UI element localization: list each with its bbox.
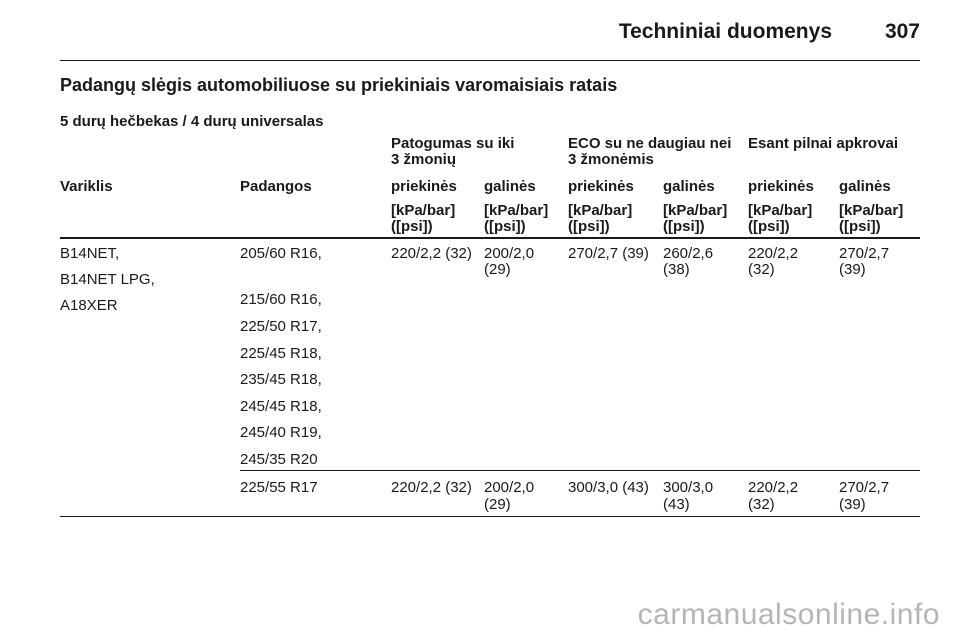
table-subtitle: 5 durų hečbekas / 4 durų universalas [60, 113, 324, 130]
tyre-size: 245/45 R18, [240, 398, 322, 415]
unit-header-1-l1: [kPa/bar] [391, 202, 456, 219]
pressure-eco-rear-psi: (38) [663, 261, 690, 278]
pressure-comfort-rear-psi: (29) [484, 496, 511, 513]
pressure-full-front: 220/2,2 [748, 479, 799, 496]
page-header: Techniniai duomenys 307 [60, 16, 920, 46]
engine-name: B14NET LPG, [60, 271, 155, 288]
page-number: 307 [884, 20, 920, 43]
unit-header-5-l2: ([psi]) [748, 218, 790, 235]
section-title: Padangų slėgis automobiliuose su priekin… [60, 75, 618, 95]
col-header-front-3: priekinės [748, 178, 814, 195]
unit-header-4-l2: ([psi]) [663, 218, 705, 235]
pressure-eco-rear: 260/2,6 [663, 245, 714, 262]
tyre-pressure-table: Patogumas su iki 3 žmonių ECO su ne daug… [60, 0, 920, 642]
watermark: carmanualsonline.info [637, 598, 940, 631]
header-title: Techniniai duomenys [618, 20, 832, 43]
group-header-eco-line2: 3 žmonėmis [568, 151, 654, 168]
pressure-full-rear: 270/2,7 [839, 479, 890, 496]
col-header-tyres: Padangos [240, 178, 312, 195]
col-header-engine: Variklis [60, 178, 113, 195]
col-header-rear-3: galinės [839, 178, 891, 195]
unit-header-6-l1: [kPa/bar] [839, 202, 904, 219]
pressure-eco-front: 300/3,0 (43) [568, 479, 649, 496]
pressure-full-rear: 270/2,7 [839, 245, 890, 262]
col-header-rear-2: galinės [663, 178, 715, 195]
col-header-front-2: priekinės [568, 178, 634, 195]
pressure-eco-front: 270/2,7 (39) [568, 245, 649, 262]
engine-name: A18XER [60, 297, 118, 314]
tyre-size: 245/35 R20 [240, 451, 318, 468]
unit-header-1-l2: ([psi]) [391, 218, 433, 235]
row-divider [240, 470, 920, 471]
tyre-size: 225/50 R17, [240, 318, 322, 335]
unit-header-3-l1: [kPa/bar] [568, 202, 633, 219]
unit-header-6-l2: ([psi]) [839, 218, 881, 235]
pressure-comfort-rear: 200/2,0 [484, 479, 535, 496]
engine-name: B14NET, [60, 245, 120, 262]
pressure-full-front-psi: (32) [748, 261, 775, 278]
unit-header-4-l1: [kPa/bar] [663, 202, 728, 219]
tyre-size: 225/45 R18, [240, 345, 322, 362]
unit-header-2-l1: [kPa/bar] [484, 202, 549, 219]
tyre-size: 205/60 R16, [240, 245, 322, 262]
tyre-size: 245/40 R19, [240, 424, 322, 441]
pressure-comfort-front: 220/2,2 (32) [391, 245, 472, 262]
header-divider [60, 60, 920, 61]
group-header-comfort-line2: 3 žmonių [391, 151, 457, 168]
pressure-full-front: 220/2,2 [748, 245, 799, 262]
unit-header-5-l1: [kPa/bar] [748, 202, 813, 219]
pressure-full-rear-psi: (39) [839, 496, 866, 513]
col-header-rear-1: galinės [484, 178, 536, 195]
pressure-comfort-rear: 200/2,0 [484, 245, 535, 262]
pressure-eco-rear-psi: (43) [663, 496, 690, 513]
pressure-eco-rear: 300/3,0 [663, 479, 714, 496]
pressure-comfort-rear-psi: (29) [484, 261, 511, 278]
col-header-front-1: priekinės [391, 178, 457, 195]
group-header-full-load: Esant pilnai apkrovai [748, 135, 899, 152]
unit-header-3-l2: ([psi]) [568, 218, 610, 235]
pressure-comfort-front: 220/2,2 (32) [391, 479, 472, 496]
tyre-size: 235/45 R18, [240, 371, 322, 388]
tyre-size: 225/55 R17 [240, 479, 318, 496]
header-bottom-rule [60, 237, 920, 239]
table-bottom-rule [60, 516, 920, 517]
pressure-full-front-psi: (32) [748, 496, 775, 513]
pressure-full-rear-psi: (39) [839, 261, 866, 278]
group-header-comfort-line1: Patogumas su iki [391, 135, 515, 152]
group-header-eco-line1: ECO su ne daugiau nei [568, 135, 732, 152]
tyre-size: 215/60 R16, [240, 291, 322, 308]
unit-header-2-l2: ([psi]) [484, 218, 526, 235]
